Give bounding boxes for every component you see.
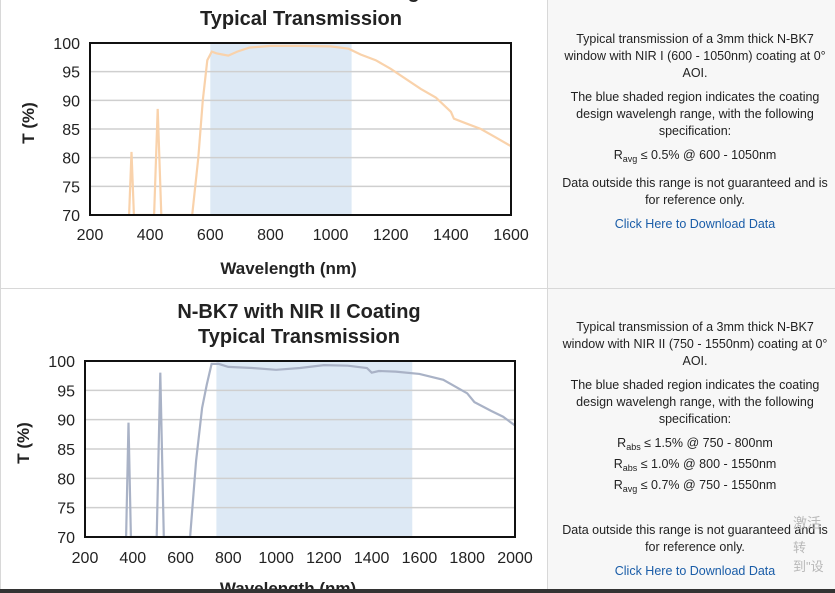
y-tick-label: 70 [62,208,80,225]
y-tick-label: 70 [57,530,75,547]
y-tick-label: 100 [53,36,80,53]
x-tick-label: 1600 [493,227,529,244]
chart-nir1: 100 95 90 85 80 75 70 200 400 600 800 1000 1200 1400 1… [19,0,529,278]
spec-line: Rabs ≤ 1.5% @ 750 - 800nm [617,436,773,452]
x-tick-label: 600 [197,227,224,244]
y-axis-label: T (%) [19,102,38,144]
y-tick-label: 95 [57,383,75,400]
description-text: The blue shaded region indicates the coa… [570,378,820,426]
y-tick-label: 75 [62,179,80,196]
download-data-link[interactable]: Click Here to Download Data [614,217,776,231]
y-tick-label: 80 [57,471,75,488]
x-tick-label: 1400 [354,550,390,567]
description-cell-2: Typical transmission of a 3mm thick N-BK… [548,289,835,593]
y-tick-label: 90 [62,93,80,110]
os-watermark-line2: 转到"设 [793,540,824,574]
transmission-line [125,362,515,537]
x-tick-label: 1000 [313,227,349,244]
x-tick-label: 200 [72,550,99,567]
graph-row-2: 100 95 90 85 80 75 70 200 400 600 800 1000 1200 1400 1… [0,289,835,593]
x-tick-label: 2000 [497,550,533,567]
spec-line: Ravg ≤ 0.5% @ 600 - 1050nm [613,148,777,164]
plot-frame [84,360,516,538]
chart-title: N-BK7 with NIR II Coating [177,301,420,323]
y-tick-label: 100 [48,354,75,371]
description-cell-1: Typical transmission of a 3mm thick N-BK… [548,0,835,288]
x-tick-label: 1000 [258,550,294,567]
chart-cell-2: 100 95 90 85 80 75 70 200 400 600 800 1000 1200 1400 1… [1,289,548,593]
graph-row-1: 100 95 90 85 80 75 70 200 400 600 800 1000 1200 1400 1… [0,0,835,289]
x-tick-label: 200 [77,227,104,244]
description-2: Typical transmission of a 3mm thick N-BK… [560,319,830,587]
x-tick-label: 800 [215,550,242,567]
chart-cell-1: 100 95 90 85 80 75 70 200 400 600 800 1000 1200 1400 1… [1,0,548,288]
transmission-line [128,44,511,215]
y-tick-label: 85 [57,442,75,459]
x-tick-label: 400 [119,550,146,567]
y-tick-label: 90 [57,413,75,430]
description-text: Typical transmission of a 3mm thick N-BK… [564,32,826,80]
y-tick-label: 85 [62,122,80,139]
chart-nir2: 100 95 90 85 80 75 70 200 400 600 800 1000 1200 1400 1… [14,301,533,593]
description-text: The blue shaded region indicates the coa… [570,90,820,138]
plot-frame [89,42,512,216]
x-tick-label: 1600 [402,550,438,567]
x-axis-label: Wavelength (nm) [220,259,356,278]
x-tick-label: 1200 [373,227,409,244]
spec-line: Rabs ≤ 1.0% @ 800 - 1550nm [613,457,777,473]
x-tick-label: 600 [167,550,194,567]
chart-title: Typical Transmission [200,8,402,30]
x-tick-label: 1200 [306,550,342,567]
spec-list: Ravg ≤ 0.5% @ 600 - 1050nm [560,147,830,168]
bottom-strip [0,589,835,593]
description-text: Data outside this range is not guarantee… [562,523,828,554]
y-tick-label: 95 [62,65,80,82]
y-tick-label: 80 [62,151,80,168]
description-text: Typical transmission of a 3mm thick N-BK… [562,320,828,368]
spec-list: Rabs ≤ 1.5% @ 750 - 800nm Rabs ≤ 1.0% @ … [560,435,830,498]
x-tick-label: 400 [137,227,164,244]
os-watermark-line1: 激活 [793,515,821,531]
y-axis-label: T (%) [14,422,33,464]
description-1: Typical transmission of a 3mm thick N-BK… [560,31,830,240]
x-tick-label: 1400 [433,227,469,244]
download-data-link[interactable]: Click Here to Download Data [614,564,776,578]
x-tick-label: 1800 [449,550,485,567]
y-tick-label: 75 [57,501,75,518]
description-text: Data outside this range is not guarantee… [562,176,828,207]
x-tick-label: 800 [257,227,284,244]
spec-line: Ravg ≤ 0.7% @ 750 - 1550nm [613,478,777,494]
chart-subtitle: Typical Transmission [198,326,400,348]
chart-title-partial: N-BK7 with NIR I Coating [182,0,420,3]
